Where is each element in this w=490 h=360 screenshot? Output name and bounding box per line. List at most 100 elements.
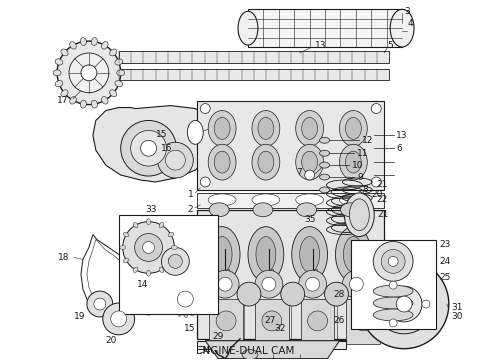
Ellipse shape bbox=[57, 41, 121, 105]
Ellipse shape bbox=[200, 177, 210, 187]
Ellipse shape bbox=[111, 311, 127, 327]
Ellipse shape bbox=[319, 187, 329, 193]
Ellipse shape bbox=[305, 170, 315, 180]
Ellipse shape bbox=[80, 100, 86, 108]
Text: 34: 34 bbox=[199, 346, 210, 355]
Text: 20: 20 bbox=[105, 336, 117, 345]
Text: 5: 5 bbox=[387, 41, 393, 50]
Ellipse shape bbox=[123, 258, 129, 263]
Ellipse shape bbox=[340, 194, 368, 206]
Ellipse shape bbox=[319, 137, 329, 143]
Ellipse shape bbox=[252, 194, 280, 206]
Text: 7: 7 bbox=[296, 167, 302, 176]
Ellipse shape bbox=[168, 232, 174, 237]
Ellipse shape bbox=[69, 53, 109, 93]
Ellipse shape bbox=[81, 65, 97, 81]
Ellipse shape bbox=[386, 286, 422, 322]
Ellipse shape bbox=[61, 49, 68, 56]
Ellipse shape bbox=[299, 270, 326, 298]
Ellipse shape bbox=[214, 151, 230, 173]
Ellipse shape bbox=[178, 312, 182, 316]
Ellipse shape bbox=[208, 144, 236, 180]
Ellipse shape bbox=[215, 274, 235, 294]
Text: 22: 22 bbox=[376, 195, 388, 204]
Text: 23: 23 bbox=[439, 240, 450, 249]
Polygon shape bbox=[221, 269, 229, 297]
Text: 30: 30 bbox=[451, 312, 463, 321]
Text: 13: 13 bbox=[315, 41, 326, 50]
Ellipse shape bbox=[341, 203, 360, 217]
Ellipse shape bbox=[169, 304, 173, 308]
Text: 3: 3 bbox=[404, 7, 410, 16]
Ellipse shape bbox=[123, 232, 129, 237]
Text: 29: 29 bbox=[213, 332, 224, 341]
Text: 25: 25 bbox=[439, 273, 450, 282]
Text: 35: 35 bbox=[304, 215, 316, 224]
Text: 32: 32 bbox=[274, 324, 286, 333]
Ellipse shape bbox=[208, 194, 236, 206]
Ellipse shape bbox=[166, 150, 185, 170]
Ellipse shape bbox=[216, 311, 236, 331]
Text: 20: 20 bbox=[371, 190, 383, 199]
Ellipse shape bbox=[110, 49, 117, 56]
Ellipse shape bbox=[252, 144, 280, 180]
Ellipse shape bbox=[131, 130, 167, 166]
Ellipse shape bbox=[169, 255, 182, 268]
Ellipse shape bbox=[252, 111, 280, 146]
Bar bbox=[197, 210, 384, 339]
Text: 10: 10 bbox=[352, 161, 364, 170]
Bar bbox=[351, 239, 436, 329]
Ellipse shape bbox=[209, 203, 229, 217]
Ellipse shape bbox=[55, 81, 63, 87]
Ellipse shape bbox=[101, 96, 108, 104]
Ellipse shape bbox=[110, 90, 117, 97]
Ellipse shape bbox=[344, 193, 374, 237]
Ellipse shape bbox=[371, 177, 381, 187]
Bar bbox=[255, 299, 289, 344]
Text: 9: 9 bbox=[357, 172, 363, 181]
Ellipse shape bbox=[373, 242, 413, 281]
Ellipse shape bbox=[172, 309, 177, 313]
Ellipse shape bbox=[237, 282, 261, 306]
Ellipse shape bbox=[319, 162, 329, 168]
Ellipse shape bbox=[204, 227, 240, 282]
Ellipse shape bbox=[345, 117, 361, 139]
Ellipse shape bbox=[101, 42, 108, 49]
Text: 24: 24 bbox=[439, 257, 450, 266]
Ellipse shape bbox=[193, 282, 217, 306]
Ellipse shape bbox=[381, 249, 405, 273]
Ellipse shape bbox=[262, 311, 282, 331]
Ellipse shape bbox=[53, 70, 61, 76]
Ellipse shape bbox=[184, 312, 188, 318]
Ellipse shape bbox=[258, 117, 274, 139]
Bar bbox=[346, 299, 380, 344]
Ellipse shape bbox=[353, 311, 373, 331]
Text: 14: 14 bbox=[137, 280, 148, 289]
Ellipse shape bbox=[94, 298, 106, 310]
Ellipse shape bbox=[388, 256, 398, 266]
Ellipse shape bbox=[256, 237, 276, 272]
Ellipse shape bbox=[212, 237, 232, 272]
Text: 2: 2 bbox=[188, 205, 193, 214]
Ellipse shape bbox=[303, 274, 322, 294]
Text: 17: 17 bbox=[57, 96, 69, 105]
Bar bbox=[119, 215, 218, 314]
Ellipse shape bbox=[80, 37, 86, 45]
Polygon shape bbox=[309, 269, 317, 297]
Bar bbox=[119, 69, 389, 80]
Polygon shape bbox=[352, 269, 360, 297]
Ellipse shape bbox=[135, 234, 163, 261]
Ellipse shape bbox=[193, 284, 197, 289]
Ellipse shape bbox=[255, 270, 283, 298]
Ellipse shape bbox=[297, 203, 317, 217]
Polygon shape bbox=[205, 341, 346, 354]
Ellipse shape bbox=[340, 144, 368, 180]
Ellipse shape bbox=[190, 311, 194, 316]
Text: 15: 15 bbox=[184, 324, 196, 333]
Ellipse shape bbox=[157, 142, 193, 178]
Ellipse shape bbox=[396, 296, 412, 312]
Bar bbox=[197, 341, 346, 349]
Ellipse shape bbox=[281, 282, 305, 306]
Text: 21: 21 bbox=[377, 210, 389, 219]
Ellipse shape bbox=[70, 42, 76, 49]
